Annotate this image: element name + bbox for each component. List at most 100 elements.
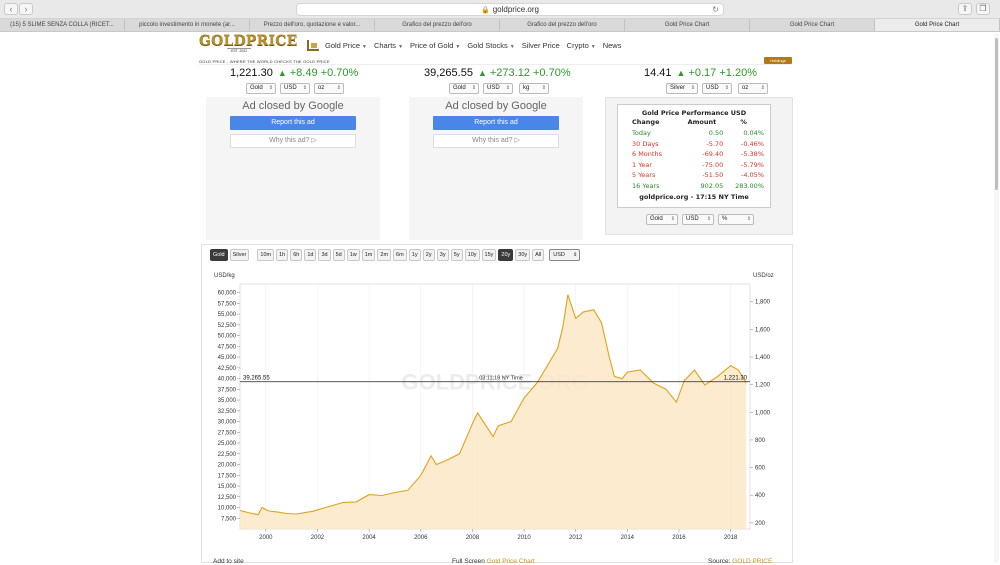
range-button-1y[interactable]: 1y	[408, 249, 421, 261]
site-logo[interactable]: GOLDPRICE EST. 2002	[199, 34, 303, 56]
menu-label: Charts	[373, 40, 397, 50]
select-value: Gold	[650, 216, 663, 222]
select-arrows-icon: ⇕	[760, 85, 765, 91]
select-value: Gold	[453, 85, 466, 91]
range-button-15y[interactable]: 15y	[481, 249, 497, 261]
back-button[interactable]: ‹	[4, 3, 18, 15]
source-link[interactable]: Source: GOLD PRICE	[708, 558, 772, 565]
menu-news[interactable]: News	[602, 40, 622, 50]
range-button-5y[interactable]: 5y	[450, 249, 463, 261]
ticker-price: 14.41	[644, 67, 672, 79]
range-button-30y[interactable]: 30y	[515, 249, 531, 261]
browser-tab-active[interactable]: Gold Price Chart	[875, 19, 1000, 31]
browser-tab[interactable]: Grafico del prezzo dell'oro	[500, 19, 625, 31]
menu-gold-price[interactable]: Gold Price ▼	[325, 41, 367, 50]
silver-oz-ticker: 14.41 ▲ +0.17 +1.20%	[644, 67, 757, 79]
browser-tab[interactable]: Gold Price Chart	[750, 19, 875, 31]
why-this-ad-button[interactable]: Why this ad? ▷	[230, 134, 356, 148]
row-amount: -51.50	[702, 171, 724, 180]
browser-tab[interactable]: Prezzo dell'oro, quotazione e valor...	[250, 19, 375, 31]
metal-button-gold[interactable]: Gold	[210, 249, 228, 261]
scrollbar-thumb[interactable]	[995, 38, 998, 190]
report-ad-button[interactable]: Report this ad	[433, 116, 559, 130]
range-button-1h[interactable]: 1h	[276, 249, 289, 261]
select-value: kg	[523, 85, 530, 91]
browser-tab[interactable]: (15) 5 SLIME SENZA COLLA (RICET...	[0, 19, 125, 31]
currency-select[interactable]: USD ⇕	[483, 83, 513, 94]
range-button-1d[interactable]: 1d	[304, 249, 317, 261]
left-axis-unit: USD/kg	[214, 273, 235, 279]
y-tick-label-left: 47,500	[218, 344, 237, 350]
y-tick-label-right: 200	[755, 521, 766, 527]
browser-tab[interactable]: piccolo investimento in monete (ar...	[125, 19, 250, 31]
forward-button[interactable]: ›	[19, 3, 33, 15]
y-tick-label-left: 30,000	[218, 420, 237, 426]
range-button-6h[interactable]: 6h	[290, 249, 303, 261]
range-button-10y[interactable]: 10y	[464, 249, 480, 261]
row-label: Today	[632, 129, 651, 137]
holdings-button[interactable]: Holdings	[764, 57, 792, 64]
range-button-all[interactable]: All	[532, 249, 545, 261]
currency-select[interactable]: USD ⇕	[682, 214, 714, 225]
range-button-6m[interactable]: 6m	[393, 249, 407, 261]
page-scrollbar[interactable]	[994, 34, 999, 563]
metal-select[interactable]: Gold ⇕	[646, 214, 678, 225]
unit-select[interactable]: kg ⇕	[519, 83, 549, 94]
y-tick-label-left: 12,500	[218, 495, 237, 501]
menu-silver-price[interactable]: Silver Price	[521, 40, 560, 50]
browser-tab[interactable]: Grafico del prezzo dell'oro	[375, 19, 500, 31]
row-percent: -0.46%	[741, 139, 764, 148]
y-tick-label-left: 57,500	[218, 301, 237, 307]
add-to-site-link[interactable]: Add to site	[213, 558, 244, 565]
menu-gold-stocks[interactable]: Gold Stocks ▼	[467, 41, 514, 50]
divider	[199, 64, 791, 65]
metal-select[interactable]: Silver ⇕	[666, 83, 698, 94]
currency-select[interactable]: USD ⇕	[702, 83, 732, 94]
range-button-2y[interactable]: 2y	[422, 249, 435, 261]
gold-price-chart[interactable]: 2000 2002 2004 2006 2008 2010 2012 2014 2016 2018…	[202, 263, 792, 563]
select-value: USD	[284, 85, 297, 91]
y-tick-label-left: 15,000	[218, 484, 237, 490]
metric-select[interactable]: % ⇕	[718, 214, 754, 225]
x-tick-label: 2006	[414, 535, 428, 541]
menu-price-of-gold[interactable]: Price of Gold ▼	[410, 41, 460, 50]
select-arrows-icon: ⇕	[670, 216, 675, 222]
why-this-ad-button[interactable]: Why this ad? ▷	[433, 134, 559, 148]
chevron-down-icon: ▼	[362, 43, 367, 50]
select-arrows-icon: ⇕	[541, 85, 546, 91]
ticker-price: 39,265.55	[424, 67, 473, 79]
metal-select[interactable]: Gold ⇕	[246, 83, 276, 94]
browser-tab[interactable]: Gold Price Chart	[625, 19, 750, 31]
range-button-1m[interactable]: 1m	[361, 249, 376, 261]
menu-crypto[interactable]: Crypto ▼	[567, 41, 596, 50]
range-button-20y[interactable]: 20y	[498, 249, 514, 261]
range-button-2m[interactable]: 2m	[377, 249, 392, 261]
row-label: 5 Years	[632, 171, 656, 180]
header-cell: Change	[632, 118, 660, 126]
price-area	[240, 294, 747, 529]
menu-label: Gold Price	[325, 40, 361, 50]
range-button-3d[interactable]: 3d	[318, 249, 331, 261]
range-button-5d[interactable]: 5d	[332, 249, 345, 261]
currency-select[interactable]: USD ⇕	[549, 249, 581, 261]
currency-select[interactable]: USD ⇕	[280, 83, 310, 94]
range-button-10m[interactable]: 10m	[257, 249, 275, 261]
fullscreen-link[interactable]: Full Screen Gold Price Chart	[452, 558, 535, 565]
logo-wordmark: GOLDPRICE	[199, 33, 298, 49]
range-button-1w[interactable]: 1w	[346, 249, 360, 261]
reload-icon[interactable]: ↻	[712, 5, 719, 14]
share-icon[interactable]: ⇪	[958, 3, 972, 15]
metal-select[interactable]: Gold ⇕	[449, 83, 479, 94]
menu-charts[interactable]: Charts ▼	[374, 41, 403, 50]
metal-button-silver[interactable]: Silver	[229, 249, 250, 261]
chart-icon[interactable]	[307, 39, 319, 51]
tabs-overview-icon[interactable]: ❐	[976, 3, 990, 15]
unit-select[interactable]: oz ⇕	[738, 83, 768, 94]
ad-closed-text: Ad closed by Google	[445, 100, 547, 112]
report-ad-button[interactable]: Report this ad	[230, 116, 356, 130]
unit-select[interactable]: oz ⇕	[314, 83, 344, 94]
y-tick-label-left: 17,500	[218, 473, 237, 479]
ticker-percent: +1.20%	[719, 67, 757, 79]
range-button-3y[interactable]: 3y	[436, 249, 449, 261]
address-bar[interactable]: 🔒 goldprice.org ↻	[296, 3, 724, 16]
